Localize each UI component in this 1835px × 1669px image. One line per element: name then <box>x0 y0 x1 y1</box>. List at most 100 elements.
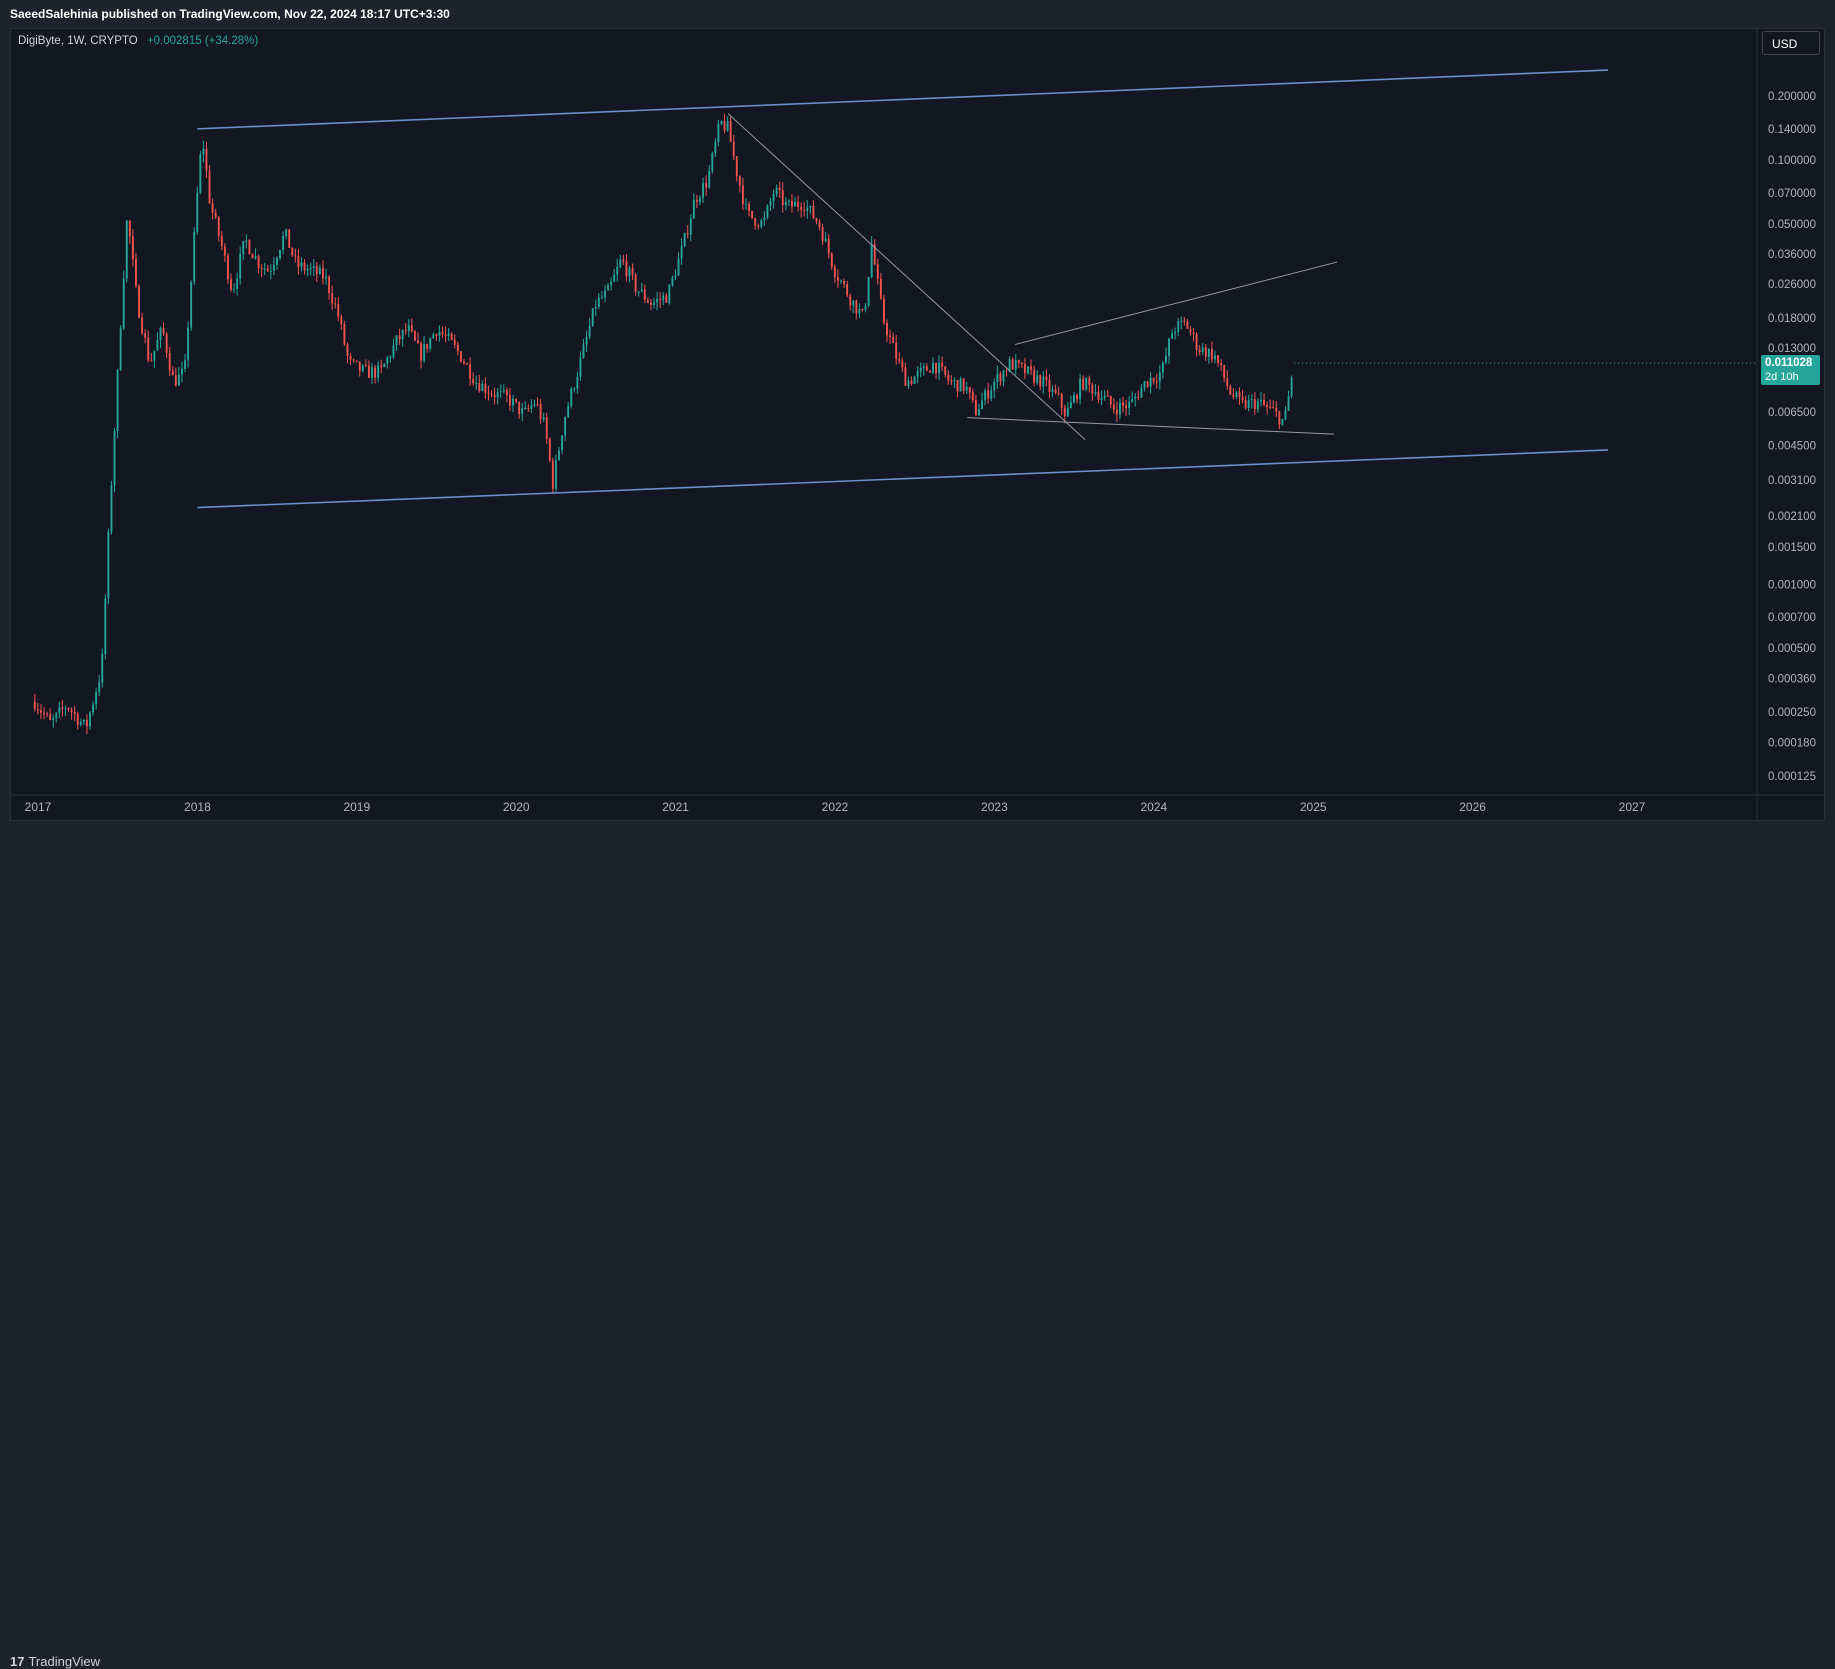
candle-body <box>407 325 410 332</box>
candle-body <box>138 285 140 318</box>
candle-body <box>70 709 73 713</box>
candle-body <box>772 194 775 202</box>
candle-body <box>978 409 980 416</box>
candle-body <box>1097 392 1100 400</box>
candle-body <box>619 259 622 267</box>
candle-body <box>840 280 842 282</box>
candle-body <box>953 380 956 382</box>
candle-body <box>251 253 254 259</box>
candle-body <box>1168 338 1170 356</box>
candle-body <box>367 365 370 378</box>
candle-body <box>248 240 251 254</box>
candle-body <box>530 405 533 409</box>
x-tick-label: 2023 <box>981 800 1008 814</box>
tradingview-logo-icon: 17 <box>10 1654 25 1669</box>
candle-body <box>757 225 760 227</box>
candle-body <box>398 335 401 340</box>
candle-body <box>889 335 892 338</box>
candle-body <box>135 259 137 286</box>
candle-body <box>499 391 502 393</box>
candle-body <box>463 361 465 364</box>
candle-body <box>827 238 830 254</box>
candle-body <box>858 309 861 314</box>
candle-body <box>1023 364 1026 374</box>
publish-header: SaeedSalehinia published on TradingView.… <box>0 0 1835 28</box>
candle-body <box>775 187 778 195</box>
wedge-upper-line <box>1014 261 1338 345</box>
candle-body <box>956 380 959 392</box>
candle-body <box>1247 400 1250 408</box>
candle-body <box>459 351 462 362</box>
candle-body <box>723 121 726 131</box>
candle-body <box>306 269 309 271</box>
candle-body <box>303 262 306 271</box>
candle-body <box>579 357 582 377</box>
candle-body <box>1014 360 1017 370</box>
candle-body <box>52 718 55 720</box>
candle-body <box>573 388 576 390</box>
candle-body <box>873 244 876 265</box>
candle-body <box>374 367 377 378</box>
candle-body <box>806 207 809 212</box>
tradingview-logo[interactable]: 17 TradingView <box>10 1654 100 1669</box>
candle-body <box>177 374 180 386</box>
candle-body <box>187 327 190 361</box>
candle-body <box>928 370 931 373</box>
candle-body <box>1198 349 1201 352</box>
candle-body <box>919 368 922 372</box>
candle-body <box>968 387 971 393</box>
candle-body <box>1143 381 1146 388</box>
candle-body <box>898 359 901 361</box>
chart-pane[interactable] <box>10 28 1825 821</box>
candle-body <box>82 719 85 722</box>
candle-body <box>107 531 110 599</box>
candle-body <box>518 401 521 415</box>
candle-body <box>1076 395 1078 400</box>
candle-body <box>423 343 426 361</box>
candle-body <box>616 266 619 275</box>
candle-body <box>1140 387 1143 398</box>
candle-body <box>1057 392 1060 394</box>
candle-body <box>974 400 977 416</box>
candle-body <box>159 327 162 341</box>
candle-body <box>202 148 205 155</box>
candle-body <box>1284 410 1287 419</box>
candle-body <box>797 201 800 207</box>
x-tick-label: 2018 <box>184 800 211 814</box>
candle-body <box>536 403 539 405</box>
candle-body <box>671 277 674 285</box>
candle-body <box>312 265 315 268</box>
candle-body <box>1235 392 1238 398</box>
candle-body <box>1048 380 1051 392</box>
symbol-name[interactable]: DigiByte, 1W, CRYPTO <box>18 35 138 47</box>
candle-body <box>570 388 573 407</box>
candle-body <box>551 460 554 489</box>
candle-body <box>800 206 803 210</box>
candle-body <box>855 300 858 314</box>
currency-button[interactable]: USD <box>1762 31 1820 55</box>
candle-body <box>1189 328 1192 333</box>
candle-body <box>162 327 165 334</box>
candle-body <box>791 200 793 207</box>
candle-body <box>43 712 45 714</box>
candle-body <box>1226 378 1229 387</box>
candle-body <box>699 197 701 202</box>
candle-body <box>650 302 652 305</box>
candle-body <box>435 334 438 336</box>
candle-body <box>760 220 763 227</box>
candle-body <box>1125 405 1128 409</box>
bar-countdown: 2d 10h <box>1765 371 1799 383</box>
candle-body <box>803 209 806 212</box>
candle-body <box>895 342 898 360</box>
candle-body <box>1020 363 1023 365</box>
y-tick-label: 0.013000 <box>1768 343 1816 355</box>
candle-body <box>778 187 781 191</box>
channel-lower-line <box>197 449 1609 509</box>
candle-body <box>478 383 481 392</box>
candle-body <box>604 290 606 298</box>
price-chart[interactable]: 0.200000 0.140000 0.100000 0.070000 0.050000… <box>0 0 1835 857</box>
candle-body <box>1217 355 1220 363</box>
candle-body <box>165 333 168 354</box>
candle-body <box>1204 347 1207 357</box>
candle-body <box>404 329 407 332</box>
